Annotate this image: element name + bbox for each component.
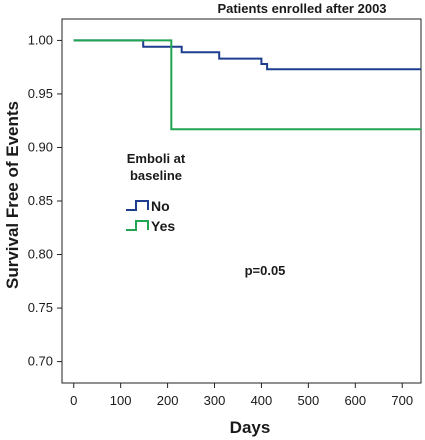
series-line-yes	[73, 39, 421, 131]
legend-swatch-no	[126, 200, 149, 211]
legend-title-line-2: baseline	[130, 168, 182, 183]
y-tick-label: 0.70	[28, 354, 53, 369]
x-tick-label: 100	[110, 393, 132, 408]
y-tick-label: 0.95	[28, 86, 53, 101]
p-value-annotation: p=0.05	[245, 263, 286, 278]
legend-label-yes: Yes	[151, 218, 175, 234]
legend-label-no: No	[151, 198, 170, 214]
x-tick-label: 700	[391, 393, 413, 408]
x-axis-title: Days	[230, 418, 271, 437]
legend: Emboli at baseline No Yes	[126, 151, 186, 234]
x-tick-label: 300	[204, 393, 226, 408]
legend-title-line-1: Emboli at	[127, 151, 186, 166]
plot-area	[61, 18, 422, 384]
y-tick-label: 1.00	[28, 32, 53, 47]
y-tick-label: 0.90	[28, 139, 53, 154]
chart-title: Patients enrolled after 2003	[217, 1, 386, 16]
x-tick-label: 600	[344, 393, 366, 408]
y-axis-title: Survival Free of Events	[3, 101, 22, 289]
legend-swatch-yes	[126, 220, 149, 231]
y-tick-label: 0.80	[28, 247, 53, 262]
x-tick-label: 500	[298, 393, 320, 408]
series-line-no	[73, 39, 421, 71]
x-tick-label: 200	[157, 393, 179, 408]
x-tick-label: 0	[70, 393, 77, 408]
y-tick-label: 0.85	[28, 193, 53, 208]
y-tick-label: 0.75	[28, 300, 53, 315]
x-tick-label: 400	[251, 393, 273, 408]
